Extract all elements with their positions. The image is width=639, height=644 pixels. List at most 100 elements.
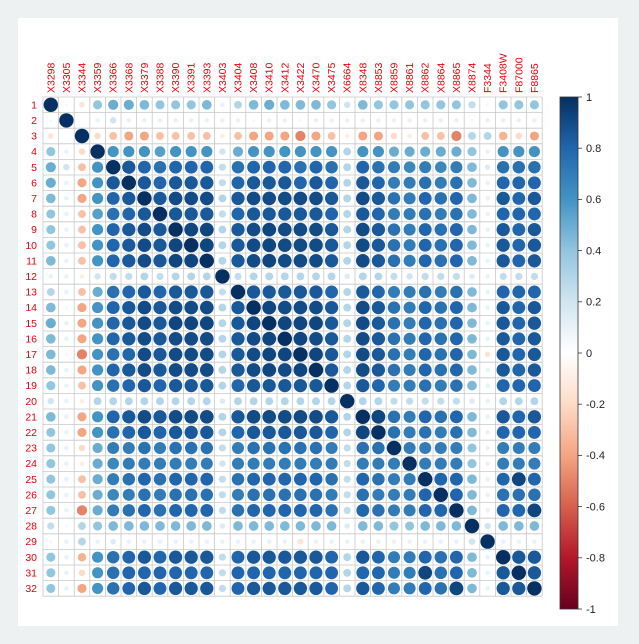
- corr-cell-30-3: [77, 552, 87, 562]
- corr-cell-3-22: [373, 131, 383, 141]
- corr-cell-11-11: [199, 253, 214, 268]
- corr-cell-5-11: [200, 160, 214, 174]
- row-label: 4: [31, 146, 37, 158]
- corr-cell-9-4: [92, 224, 104, 236]
- corr-cell-18-15: [262, 363, 277, 377]
- corr-cell-22-12: [218, 428, 227, 437]
- corr-cell-16-4: [92, 333, 104, 345]
- corr-cell-4-17: [294, 146, 306, 158]
- corr-cell-23-23: [386, 440, 402, 456]
- corr-cell-1-23: [389, 100, 399, 110]
- row-label: 9: [31, 224, 37, 236]
- corr-cell-26-1: [46, 490, 56, 500]
- corr-cell-12-2: [64, 274, 69, 279]
- row-label: 18: [25, 365, 37, 377]
- corr-cell-21-5: [106, 410, 120, 424]
- corr-cell-17-22: [371, 347, 386, 362]
- corr-cell-12-32: [530, 272, 539, 280]
- corr-cell-28-19: [326, 521, 337, 531]
- corr-cell-11-6: [122, 254, 136, 268]
- corr-cell-23-24: [403, 441, 416, 455]
- corr-cell-2-28: [470, 118, 474, 123]
- corr-cell-32-26: [434, 582, 448, 595]
- corr-cell-4-5: [107, 146, 119, 158]
- corr-cell-31-23: [387, 566, 401, 579]
- corr-cell-10-31: [512, 238, 526, 252]
- corr-cell-12-26: [437, 272, 445, 280]
- corr-cell-24-17: [294, 457, 307, 470]
- corr-cell-6-32: [527, 176, 541, 190]
- corr-cell-22-29: [485, 430, 490, 435]
- corr-cell-6-20: [343, 178, 352, 187]
- corr-cell-27-28: [467, 505, 477, 516]
- corr-cell-7-18: [309, 191, 323, 206]
- column-label: X8874: [467, 62, 479, 93]
- corr-cell-6-31: [512, 176, 526, 190]
- corr-cell-26-28: [467, 489, 477, 500]
- corr-cell-30-31: [512, 550, 526, 564]
- corr-cell-8-10: [184, 207, 198, 221]
- corr-cell-16-16: [277, 331, 292, 346]
- corr-cell-23-8: [153, 441, 167, 455]
- corr-cell-31-9: [169, 566, 183, 580]
- row-label: 21: [25, 411, 37, 423]
- corr-cell-3-9: [171, 132, 180, 140]
- corr-cell-10-24: [403, 239, 416, 252]
- corr-cell-29-26: [438, 539, 444, 544]
- corr-cell-13-11: [200, 285, 214, 299]
- corr-cell-14-17: [293, 300, 308, 315]
- corr-cell-11-29: [485, 258, 490, 264]
- corr-cell-15-23: [387, 316, 401, 330]
- corr-cell-15-4: [92, 317, 104, 329]
- corr-cell-25-20: [343, 475, 351, 483]
- corr-cell-9-7: [137, 222, 152, 237]
- corr-cell-29-10: [188, 539, 194, 544]
- corr-cell-19-13: [231, 379, 245, 393]
- corr-cell-27-30: [496, 503, 510, 517]
- row-label: 3: [31, 131, 37, 143]
- corr-cell-11-4: [92, 255, 104, 267]
- corr-cell-5-7: [137, 160, 151, 174]
- corr-cell-6-19: [325, 176, 339, 190]
- column-label: X3391: [186, 62, 198, 93]
- corr-cell-9-9: [168, 222, 183, 237]
- corr-cell-6-14: [246, 176, 261, 190]
- corr-cell-14-8: [153, 300, 167, 315]
- corr-cell-17-1: [45, 349, 56, 360]
- corr-cell-20-29: [485, 398, 490, 404]
- corr-cell-28-1: [47, 522, 55, 530]
- corr-cell-9-8: [153, 222, 167, 237]
- corr-cell-17-25: [418, 347, 432, 361]
- corr-cell-18-31: [512, 363, 526, 377]
- corr-cell-27-18: [309, 503, 323, 517]
- corr-cell-4-6: [123, 146, 135, 158]
- corr-cell-18-3: [77, 365, 87, 375]
- corr-cell-14-12: [218, 303, 227, 312]
- corr-cell-12-17: [296, 272, 305, 281]
- corr-cell-31-6: [122, 566, 136, 580]
- corr-cell-21-2: [64, 414, 69, 420]
- corr-cell-7-26: [434, 192, 448, 205]
- corr-cell-19-5: [106, 379, 120, 392]
- corr-cell-27-3: [76, 505, 88, 516]
- column-label: X3408: [248, 62, 260, 93]
- corr-cell-31-2: [64, 570, 69, 576]
- corr-cell-18-13: [231, 363, 245, 377]
- corr-cell-17-8: [153, 347, 167, 362]
- corr-cell-20-31: [514, 397, 523, 406]
- corr-cell-6-16: [278, 176, 292, 190]
- column-label: X8853: [373, 62, 385, 93]
- corr-cell-29-18: [313, 539, 319, 544]
- corr-cell-30-27: [449, 550, 463, 564]
- row-label: 5: [31, 162, 37, 174]
- corr-cell-32-7: [137, 581, 152, 596]
- corr-cell-32-22: [371, 581, 385, 595]
- corr-cell-31-30: [496, 566, 510, 580]
- corr-cell-4-22: [372, 146, 384, 158]
- corr-cell-20-23: [390, 397, 398, 405]
- corr-cell-32-23: [387, 582, 401, 595]
- corr-cell-23-14: [247, 441, 260, 455]
- corr-cell-8-19: [325, 207, 339, 221]
- corr-cell-26-16: [278, 488, 292, 502]
- corr-cell-13-15: [262, 285, 276, 299]
